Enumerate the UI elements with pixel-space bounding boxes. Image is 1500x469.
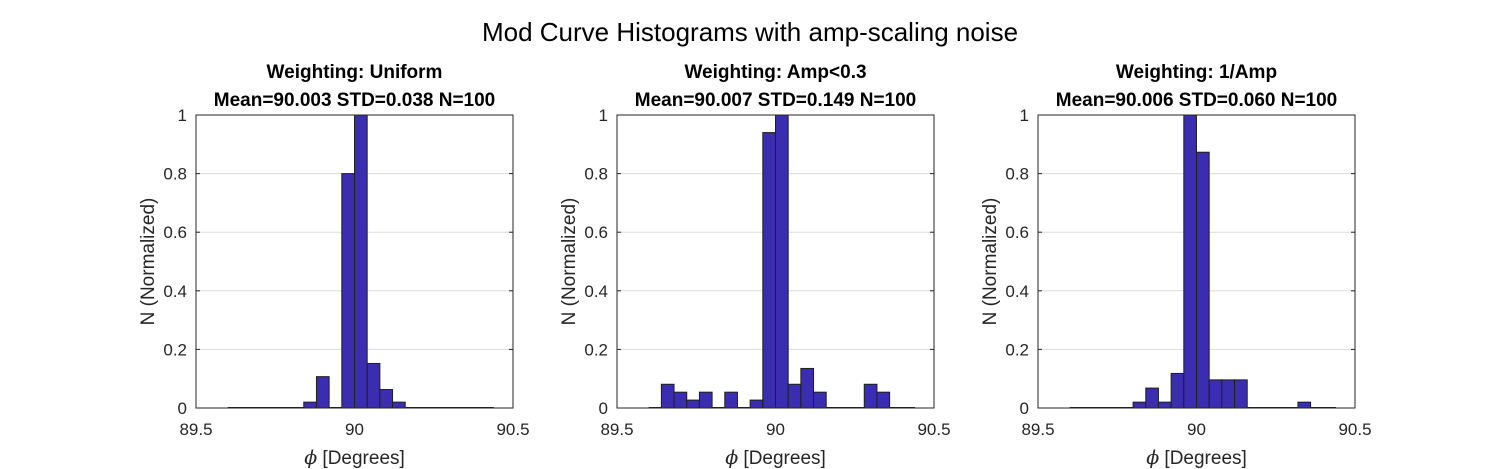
x-axis-text: [Degrees] xyxy=(317,448,405,469)
x-axis-text: [Degrees] xyxy=(1159,448,1247,469)
histogram-bar xyxy=(1221,379,1236,409)
histogram-bar xyxy=(1208,379,1223,409)
y-tick-label: 0.6 xyxy=(584,223,608,242)
histogram-bar xyxy=(1157,401,1172,409)
x-axis-symbol: ϕ xyxy=(304,447,317,469)
y-tick-label: 0.4 xyxy=(584,282,608,301)
figure-title: Mod Curve Histograms with amp-scaling no… xyxy=(482,17,1018,47)
histogram-bar xyxy=(1234,379,1248,409)
histogram-bar xyxy=(379,389,394,409)
x-tick-label: 90 xyxy=(1187,420,1206,439)
histogram-bar xyxy=(1297,401,1312,409)
histogram-bar xyxy=(660,383,675,409)
y-tick-label: 0 xyxy=(1020,399,1029,418)
x-tick-label: 90.5 xyxy=(496,420,529,439)
y-tick-label: 1 xyxy=(599,106,608,125)
y-tick-label: 0.4 xyxy=(163,282,187,301)
x-tick-label: 89.5 xyxy=(179,420,212,439)
y-tick-label: 0.6 xyxy=(163,223,187,242)
x-axis-label: ϕ [Degrees] xyxy=(725,447,826,469)
histogram-bar xyxy=(315,376,330,409)
histogram-bar xyxy=(1170,372,1185,409)
histogram-bar xyxy=(775,114,789,409)
x-axis-symbol: ϕ xyxy=(1146,447,1159,469)
y-tick-label: 0.8 xyxy=(163,165,187,184)
histogram-panel: Weighting: 1/Amp Mean=90.006 STD=0.060 N=… xyxy=(980,62,1372,469)
histogram-bar xyxy=(724,391,738,409)
histogram-bar xyxy=(876,391,891,409)
histogram-bar xyxy=(366,362,381,409)
y-axis-label: N (Normalized) xyxy=(980,198,1001,326)
histogram-bar xyxy=(813,391,827,409)
x-tick-label: 90.5 xyxy=(917,420,950,439)
x-axis-text: [Degrees] xyxy=(738,448,826,469)
x-tick-label: 89.5 xyxy=(1021,420,1054,439)
x-axis-label: ϕ [Degrees] xyxy=(1146,447,1247,469)
y-tick-label: 0.6 xyxy=(1005,223,1029,242)
y-tick-label: 0.2 xyxy=(1005,340,1029,359)
panel-title-weighting: Weighting: Uniform xyxy=(267,62,443,83)
x-axis-symbol: ϕ xyxy=(725,447,738,469)
histogram-bar xyxy=(762,132,777,409)
panel-title-stats: Mean=90.007 STD=0.149 N=100 xyxy=(635,90,917,111)
histogram-bar xyxy=(1132,401,1147,409)
histogram-bar xyxy=(303,401,317,409)
histogram-bar xyxy=(341,173,356,409)
y-tick-label: 0.2 xyxy=(163,340,187,359)
panel-title-weighting: Weighting: 1/Amp xyxy=(1116,62,1277,83)
histogram-panel: Weighting: Amp<0.3 Mean=90.007 STD=0.149 … xyxy=(559,62,951,469)
x-tick-label: 89.5 xyxy=(600,420,633,439)
y-axis-label: N (Normalized) xyxy=(559,198,580,326)
panel-title-stats: Mean=90.003 STD=0.038 N=100 xyxy=(214,90,496,111)
histogram-bar xyxy=(1196,151,1210,409)
histogram-bar xyxy=(749,399,764,409)
histogram-bar xyxy=(1183,114,1197,409)
panel-title-weighting: Weighting: Amp<0.3 xyxy=(684,62,866,83)
y-tick-label: 1 xyxy=(178,106,187,125)
y-tick-label: 0.2 xyxy=(584,340,608,359)
y-tick-label: 0.4 xyxy=(1005,282,1029,301)
x-tick-label: 90.5 xyxy=(1338,420,1371,439)
panel-title-stats: Mean=90.006 STD=0.060 N=100 xyxy=(1056,90,1338,111)
histogram-bar xyxy=(686,399,700,409)
y-tick-label: 1 xyxy=(1020,106,1029,125)
histogram-bar xyxy=(1145,387,1159,409)
y-tick-label: 0.8 xyxy=(584,165,608,184)
histogram-bar xyxy=(698,391,713,409)
y-tick-label: 0 xyxy=(599,399,608,418)
histogram-bar xyxy=(863,383,878,409)
x-tick-label: 90 xyxy=(345,420,364,439)
histogram-bar xyxy=(673,391,688,409)
y-tick-label: 0 xyxy=(178,399,187,418)
x-axis-label: ϕ [Degrees] xyxy=(304,447,405,469)
histogram-bar xyxy=(800,367,815,409)
x-tick-label: 90 xyxy=(766,420,785,439)
histogram-bar xyxy=(354,114,368,409)
histogram-bar xyxy=(392,401,406,409)
y-axis-label: N (Normalized) xyxy=(138,198,159,326)
y-tick-label: 0.8 xyxy=(1005,165,1029,184)
histogram-panel: Weighting: Uniform Mean=90.003 STD=0.038 … xyxy=(138,62,530,469)
histogram-bar xyxy=(787,383,802,409)
